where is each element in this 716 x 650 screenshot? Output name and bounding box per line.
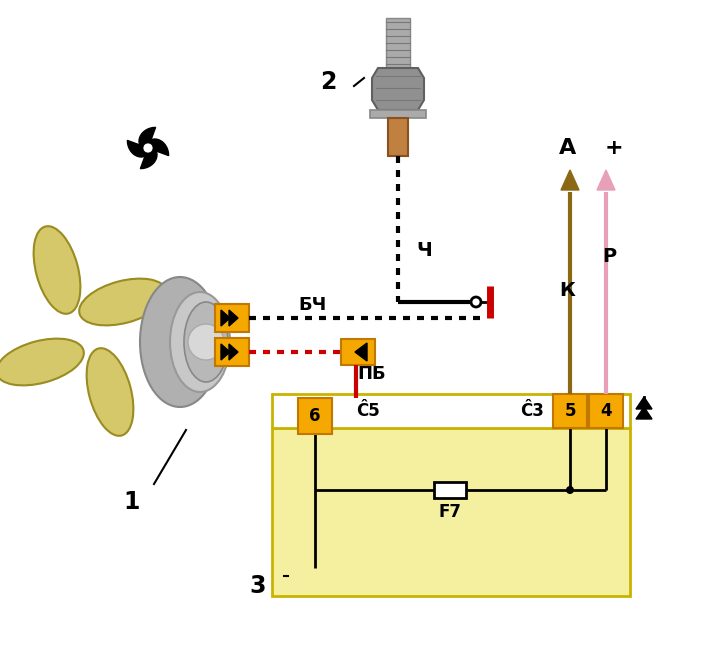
Ellipse shape — [79, 279, 167, 326]
Polygon shape — [229, 310, 238, 326]
Polygon shape — [229, 344, 238, 360]
Ellipse shape — [184, 302, 228, 382]
Text: 5: 5 — [564, 402, 576, 420]
Polygon shape — [140, 148, 157, 168]
Text: 1: 1 — [124, 490, 140, 514]
Circle shape — [566, 486, 574, 494]
Bar — [272, 428, 630, 596]
Ellipse shape — [170, 292, 230, 392]
Bar — [341, 339, 375, 365]
Text: 2: 2 — [320, 70, 337, 94]
Polygon shape — [561, 170, 579, 190]
Bar — [434, 482, 466, 498]
Ellipse shape — [140, 277, 220, 407]
Ellipse shape — [34, 226, 80, 314]
Circle shape — [188, 324, 224, 360]
Bar — [215, 304, 249, 332]
Text: 6: 6 — [309, 407, 321, 425]
Text: К: К — [559, 281, 575, 300]
Text: Ĉ5: Ĉ5 — [356, 402, 380, 420]
Text: Ĉ3: Ĉ3 — [520, 402, 544, 420]
Text: 3: 3 — [250, 574, 266, 598]
Polygon shape — [139, 127, 155, 148]
Text: БЧ: БЧ — [298, 296, 326, 314]
Circle shape — [471, 297, 481, 307]
Polygon shape — [597, 170, 615, 190]
Text: 4: 4 — [600, 402, 611, 420]
Bar — [553, 394, 587, 428]
Polygon shape — [148, 139, 169, 155]
Text: Ч: Ч — [416, 240, 432, 259]
Bar — [215, 338, 249, 366]
Text: +: + — [605, 138, 624, 158]
Bar — [386, 18, 410, 68]
Polygon shape — [221, 310, 230, 326]
Bar — [589, 394, 623, 428]
Polygon shape — [636, 397, 652, 409]
Text: F7: F7 — [438, 503, 462, 521]
Polygon shape — [372, 68, 424, 110]
Text: A: A — [559, 138, 576, 158]
Ellipse shape — [87, 348, 133, 436]
Ellipse shape — [0, 339, 84, 385]
Text: Р: Р — [602, 246, 616, 265]
Bar — [272, 394, 630, 428]
Polygon shape — [221, 344, 230, 360]
Bar — [370, 110, 426, 118]
Polygon shape — [636, 407, 652, 419]
Polygon shape — [127, 140, 148, 157]
Polygon shape — [355, 343, 367, 361]
Text: ПБ: ПБ — [358, 365, 387, 383]
Bar — [298, 398, 332, 434]
Bar — [388, 118, 408, 156]
Circle shape — [143, 143, 153, 153]
